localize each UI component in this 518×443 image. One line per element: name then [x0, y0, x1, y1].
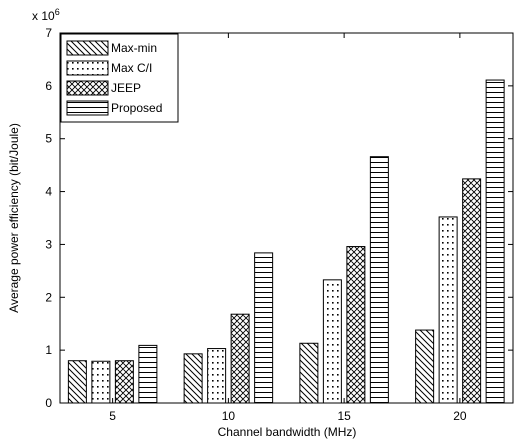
- bar-jeep-5: [114, 360, 134, 404]
- legend-label: JEEP: [111, 81, 141, 95]
- legend-swatch-max-c-i: [66, 60, 109, 76]
- bar-max-min-5: [67, 360, 87, 404]
- legend-label: Proposed: [111, 101, 162, 115]
- legend-swatch-max-min: [66, 40, 109, 56]
- x-tick-label: 10: [222, 409, 236, 423]
- bars-group: [67, 79, 505, 404]
- legend: Max-min Max C/I JEEP Proposed: [60, 33, 179, 123]
- y-tick-label: 0: [45, 396, 52, 410]
- bar-proposed-5: [138, 344, 158, 404]
- x-tick-label: 5: [109, 409, 116, 423]
- bar-max-c-i-15: [322, 279, 342, 404]
- y-axis-label: Average power efficiency (bit/Joule): [7, 123, 21, 313]
- bar-max-min-10: [183, 353, 203, 404]
- bar-jeep-10: [230, 313, 250, 404]
- y-multiplier-exponent: 6: [55, 7, 60, 17]
- bar-jeep-15: [346, 246, 366, 404]
- y-tick-label: 5: [45, 132, 52, 146]
- x-tick-label: 15: [337, 409, 351, 423]
- legend-swatch-proposed: [66, 100, 109, 116]
- legend-label: Max-min: [111, 41, 157, 55]
- bar-max-c-i-5: [91, 360, 111, 404]
- x-tick-label: 20: [453, 409, 467, 423]
- bar-max-c-i-20: [438, 216, 458, 404]
- y-tick-label: 3: [45, 237, 52, 251]
- bar-max-c-i-10: [207, 348, 227, 404]
- y-tick-label: 1: [45, 343, 52, 357]
- y-tick-label: 7: [45, 26, 52, 40]
- y-multiplier-label: x 106: [32, 7, 60, 23]
- bar-proposed-10: [254, 252, 274, 404]
- bar-max-min-20: [415, 329, 435, 404]
- x-axis-label: Channel bandwidth (MHz): [218, 425, 357, 439]
- y-tick-label: 2: [45, 290, 52, 304]
- legend-swatch-jeep: [66, 80, 109, 96]
- y-axis: 0 1 2 3 4 5 6 7: [45, 26, 513, 410]
- legend-label: Max C/I: [111, 61, 152, 75]
- bar-proposed-15: [369, 156, 389, 404]
- y-tick-label: 4: [45, 185, 52, 199]
- bar-proposed-20: [485, 79, 505, 404]
- y-tick-label: 6: [45, 79, 52, 93]
- bar-max-min-15: [299, 342, 319, 404]
- bar-jeep-20: [462, 178, 482, 404]
